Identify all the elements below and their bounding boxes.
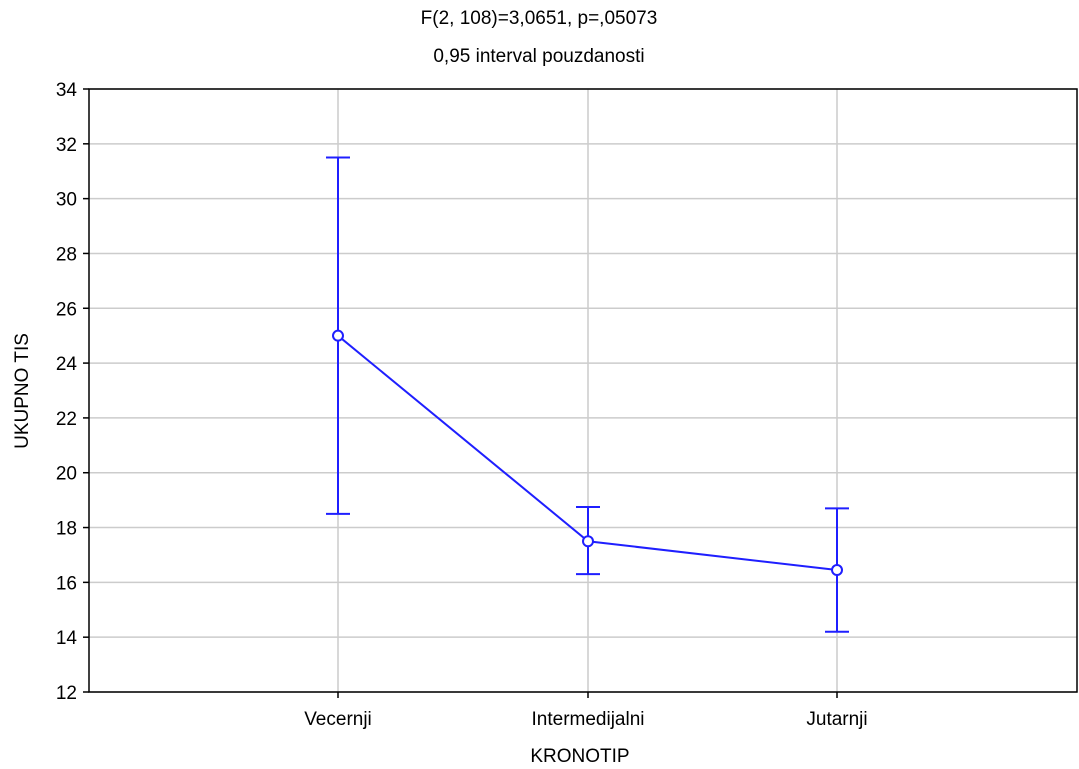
y-tick-label: 12 bbox=[56, 683, 77, 704]
y-tick-label: 16 bbox=[56, 573, 77, 594]
plot-frame bbox=[88, 88, 1078, 693]
y-axis-label: UKUPNO TIS bbox=[12, 333, 33, 449]
x-axis-ticks: Vecernji Intermedijalni Jutarnji bbox=[304, 692, 868, 730]
y-tick-label: 24 bbox=[56, 354, 78, 375]
y-tick-label: 34 bbox=[56, 80, 78, 101]
y-tick-label: 28 bbox=[56, 244, 77, 265]
mean-point bbox=[582, 535, 594, 548]
y-axis-ticks: 12 14 16 18 20 22 24 26 28 30 32 34 bbox=[56, 80, 89, 704]
series-group bbox=[326, 156, 849, 633]
grid bbox=[89, 88, 1077, 693]
x-tick-label: Intermedijalni bbox=[532, 709, 645, 730]
y-tick-label: 18 bbox=[56, 519, 77, 540]
y-tick-label: 26 bbox=[56, 299, 77, 320]
x-axis-label: KRONOTIP bbox=[530, 746, 629, 767]
x-tick-label: Jutarnji bbox=[806, 709, 867, 730]
y-tick-label: 14 bbox=[56, 628, 78, 649]
y-tick-label: 22 bbox=[56, 409, 77, 430]
mean-point bbox=[332, 329, 344, 342]
y-tick-label: 32 bbox=[56, 135, 77, 156]
chart-title: F(2, 108)=3,0651, p=,05073 bbox=[421, 8, 658, 29]
x-tick-label: Vecernji bbox=[304, 709, 372, 730]
chart-subtitle: 0,95 interval pouzdanosti bbox=[433, 46, 644, 67]
mean-point bbox=[831, 564, 843, 577]
y-tick-label: 20 bbox=[56, 464, 77, 485]
y-tick-label: 30 bbox=[56, 190, 77, 211]
